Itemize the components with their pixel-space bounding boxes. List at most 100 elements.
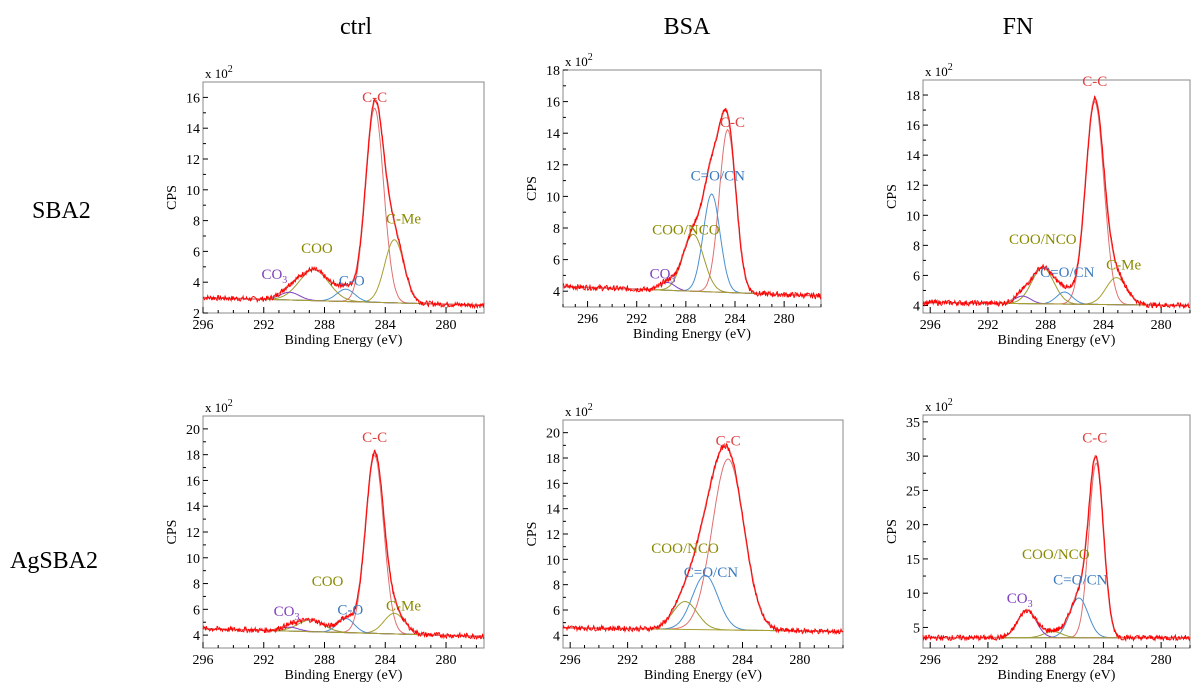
x-tick-label: 292 [617,653,638,668]
scale-label: x 102 [565,402,593,419]
x-tick-label: 288 [1035,653,1056,668]
y-tick-label: 6 [553,254,560,269]
y-axis-label: CPS [525,522,540,547]
x-tick-label: 280 [774,312,795,327]
chart-panel-agsba2-fn: 5 10 15 20 25 30 35 296 292 288 284 280 Binding Ener… [885,397,1191,683]
row-title-sba2: SBA2 [32,198,91,224]
x-tick-label: 292 [626,312,647,327]
x-tick-label: 296 [193,653,214,668]
column-title-bsa: BSA [663,14,711,40]
x-tick-label: 284 [375,653,396,668]
y-tick-label: 5 [913,621,920,636]
y-tick-label: 14 [186,500,200,515]
plot-frame [562,419,844,649]
x-tick-label: 292 [977,318,998,333]
y-tick-label: 18 [546,452,560,467]
peak-label: COO/NCO [1009,232,1077,248]
x-tick-label: 296 [577,312,598,327]
chart-panel-sba2-bsa: 4 6 8 10 12 14 16 18 296 292 288 284 280 Binding Ener… [525,52,822,342]
plot-frame [562,69,822,308]
y-tick-label: 14 [546,127,560,142]
peak-label: CO3 [650,267,676,286]
peak-label: C=O/CN [1040,265,1094,281]
x-tick-label: 280 [789,653,810,668]
peak-label-subscript: 3 [670,275,675,286]
y-tick-label: 10 [906,209,920,224]
component-curve-c-o [203,617,484,637]
y-tick-label: 14 [546,503,560,518]
x-tick-label: 280 [1151,653,1172,668]
y-tick-label: 12 [546,159,560,174]
y-tick-label: 6 [553,604,560,619]
peak-label: COO [301,241,333,257]
peak-label: CO3 [1007,591,1033,610]
y-tick-label: 10 [546,190,560,205]
x-tick-label: 284 [1093,318,1114,333]
x-tick-label: 288 [1035,318,1056,333]
y-tick-label: 20 [546,427,560,442]
y-tick-label: 4 [553,629,560,644]
column-title-ctrl: ctrl [340,14,372,40]
y-tick-label: 4 [193,629,200,644]
y-tick-label: 4 [913,299,920,314]
scale-label: x 102 [925,62,953,79]
x-tick-label: 296 [920,318,941,333]
measured-spectrum [202,449,485,640]
x-tick-label: 292 [977,653,998,668]
y-tick-label: 12 [906,179,920,194]
peak-label: C=O/CN [684,565,738,581]
y-tick-label: 16 [186,474,200,489]
y-tick-label: 10 [186,184,200,199]
y-tick-label: 12 [546,528,560,543]
peak-label: C-C [720,115,745,131]
peak-label: C-Me [1106,257,1141,273]
scale-exponent: 2 [588,402,593,413]
measured-spectrum [922,95,1191,310]
component-curve-co3 [923,609,1190,639]
x-tick-label: 284 [1093,653,1114,668]
x-tick-label: 288 [314,318,335,333]
row-title-agsba2: AgSBA2 [10,548,99,574]
measured-spectrum [922,455,1191,643]
component-curve-c-o-cn [563,574,843,632]
y-tick-label: 2 [193,307,200,322]
x-tick-label: 288 [675,312,696,327]
scale-exponent: 2 [948,397,953,408]
y-tick-label: 18 [186,449,200,464]
peak-label: COO/NCO [652,222,720,238]
y-tick-label: 6 [193,245,200,260]
x-axis-label: Binding Energy (eV) [285,668,403,683]
peak-label: C-Me [386,212,421,228]
peak-label: C-Me [386,599,421,615]
component-curve-c-c [563,129,821,297]
y-axis-label: CPS [165,520,180,545]
x-tick-label: 296 [920,653,941,668]
scale-label: x 102 [925,397,953,414]
y-tick-label: 15 [906,553,920,568]
y-tick-label: 8 [553,579,560,594]
chart-panel-agsba2-ctrl: 4 6 8 10 12 14 16 18 20 296 292 288 284 280 Binding En… [165,398,485,683]
x-tick-label: 284 [732,653,753,668]
y-tick-label: 16 [186,91,200,106]
scale-exponent: 2 [948,62,953,73]
y-tick-label: 16 [906,119,920,134]
peak-label: COO/NCO [1022,547,1090,563]
scale-label: x 102 [205,398,233,415]
y-tick-label: 25 [906,484,920,499]
x-tick-label: 292 [253,653,274,668]
y-tick-label: 30 [906,450,920,465]
x-tick-label: 288 [314,653,335,668]
peak-label-subscript: 3 [294,612,299,623]
y-tick-label: 20 [186,423,200,438]
peak-label-subscript: 3 [1028,599,1033,610]
peak-label: C=O/CN [691,169,745,185]
y-tick-label: 10 [546,553,560,568]
plot-frame [202,81,485,314]
chart-panel-agsba2-bsa: 4 6 8 10 12 14 16 18 20 296 292 288 284 280 Binding En… [525,402,844,683]
y-tick-label: 8 [913,239,920,254]
scale-exponent: 2 [228,64,233,75]
y-tick-label: 14 [186,122,200,137]
x-tick-label: 296 [560,653,581,668]
y-axis-label: CPS [165,185,180,210]
y-tick-label: 12 [186,526,200,541]
